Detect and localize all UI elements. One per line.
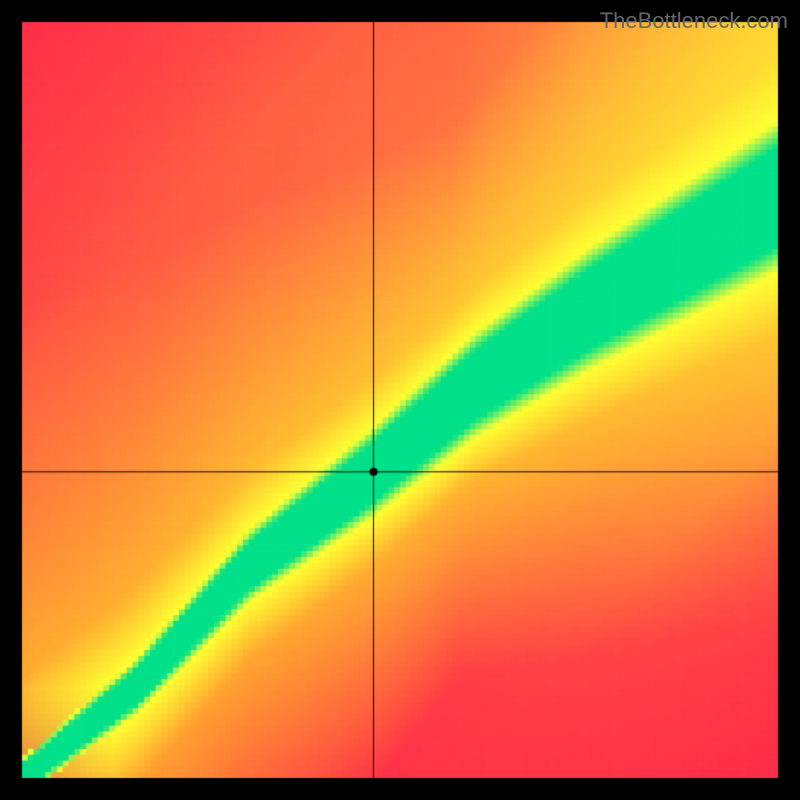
chart-container: TheBottleneck.com <box>0 0 800 800</box>
watermark-text: TheBottleneck.com <box>600 8 788 34</box>
bottleneck-heatmap <box>0 0 800 800</box>
